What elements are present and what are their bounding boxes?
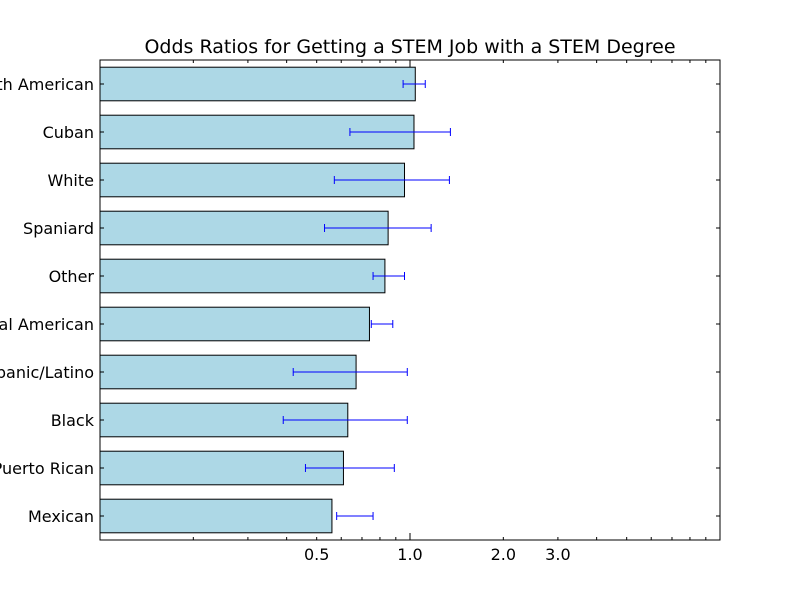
y-ticks-layer: South American Cuban White Spaniard Other Cen… <box>0 75 720 526</box>
bar <box>99 66 416 102</box>
plot-frame <box>99 59 721 541</box>
x-tick-label: 0.5 <box>304 545 329 564</box>
y-tick-label: Spaniard <box>23 219 94 238</box>
bar <box>99 498 333 534</box>
y-tick-label: White <box>47 171 94 190</box>
x-tick-label: 1.0 <box>397 545 422 564</box>
y-tick-label: Cuban <box>43 123 94 142</box>
y-tick-label: Central American <box>0 315 94 334</box>
y-tick-label: Other <box>49 267 95 286</box>
y-tick-label: Puerto Rican <box>0 459 94 478</box>
chart-title: Odds Ratios for Getting a STEM Job with … <box>144 36 675 58</box>
x-tick-label: 2.0 <box>491 545 516 564</box>
error-bars-layer <box>282 80 451 520</box>
y-tick-label: Mexican <box>28 507 94 526</box>
x-tick-label: 3.0 <box>545 545 570 564</box>
bar <box>99 306 370 342</box>
bars-layer <box>99 66 416 534</box>
y-tick-label: Black <box>51 411 95 430</box>
bar <box>99 258 386 294</box>
y-tick-label: South American <box>0 75 94 94</box>
y-tick-label: Hispanic/Latino <box>0 363 94 382</box>
x-ticks-layer: 0.5 1.0 2.0 3.0 <box>99 60 721 564</box>
